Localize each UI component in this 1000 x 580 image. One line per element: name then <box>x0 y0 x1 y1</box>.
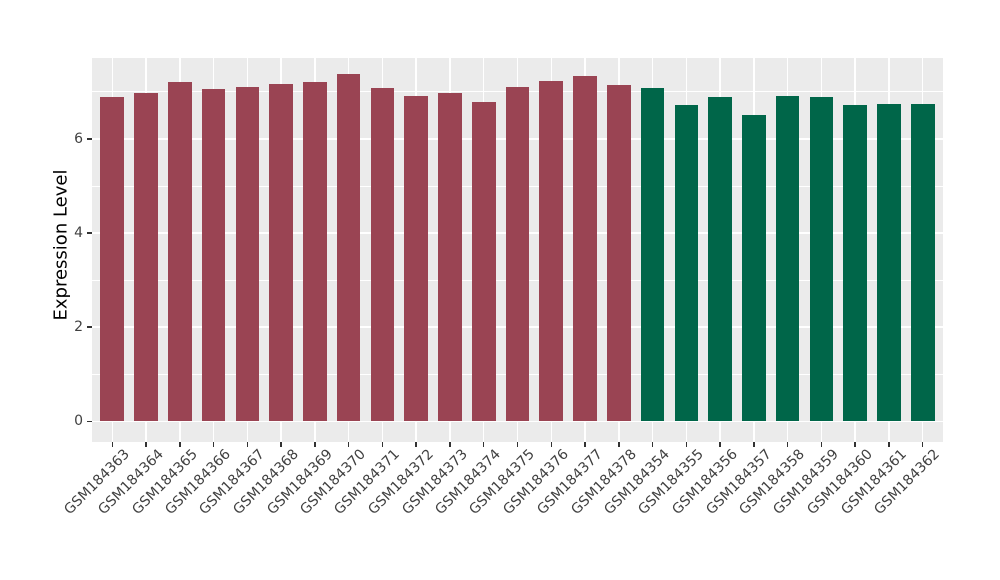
y-tick-mark <box>87 326 92 328</box>
bar <box>336 74 361 422</box>
bar <box>606 85 631 422</box>
x-tick-mark <box>753 442 755 447</box>
x-tick-mark <box>482 442 485 447</box>
x-tick-mark <box>719 442 721 447</box>
x-tick-mark <box>179 442 181 447</box>
bar <box>843 105 867 422</box>
plot-panel <box>92 58 943 442</box>
bar <box>438 93 462 422</box>
x-tick-mark <box>449 442 451 447</box>
x-tick-mark <box>921 442 924 447</box>
x-tick-mark <box>854 442 856 447</box>
y-tick-label: 6 <box>74 130 83 147</box>
y-tick-label: 0 <box>74 413 83 430</box>
x-tick-mark <box>212 442 215 447</box>
x-tick-mark <box>280 442 282 447</box>
x-tick-mark <box>415 442 417 447</box>
bar <box>573 76 597 422</box>
x-tick-mark <box>381 442 384 447</box>
bar <box>269 84 293 422</box>
x-tick-mark <box>111 442 113 447</box>
bar <box>674 105 699 422</box>
x-tick-mark <box>820 442 823 447</box>
bar <box>775 95 800 422</box>
bar <box>303 81 327 422</box>
bar <box>539 80 564 422</box>
x-tick-mark <box>584 442 586 447</box>
y-tick-mark <box>87 138 92 140</box>
y-tick-mark <box>87 232 92 234</box>
y-axis-title: Expression Level <box>50 169 72 321</box>
x-tick-mark <box>516 442 519 447</box>
x-tick-mark <box>550 442 553 447</box>
x-tick-mark <box>786 442 789 447</box>
y-tick-mark <box>87 420 92 423</box>
bar <box>877 103 901 422</box>
x-tick-mark <box>618 442 620 447</box>
y-tick-label: 2 <box>74 319 83 336</box>
x-tick-mark <box>145 442 147 447</box>
x-tick-mark <box>314 442 316 447</box>
bar <box>708 97 732 422</box>
bar <box>742 114 766 422</box>
bar <box>235 86 260 422</box>
x-tick-mark <box>651 442 654 447</box>
bar <box>167 81 192 422</box>
bar <box>640 88 665 422</box>
bar <box>201 89 226 422</box>
bar <box>134 92 158 422</box>
bar <box>471 102 496 422</box>
x-tick-mark <box>246 442 249 447</box>
bar <box>809 96 834 422</box>
x-tick-mark <box>685 442 688 447</box>
bar <box>505 86 530 422</box>
x-tick-mark <box>347 442 350 447</box>
y-tick-label: 4 <box>74 225 83 242</box>
bar <box>100 96 125 422</box>
bar <box>404 96 428 422</box>
x-tick-mark <box>888 442 890 447</box>
bar <box>370 87 395 422</box>
bar <box>910 104 935 422</box>
